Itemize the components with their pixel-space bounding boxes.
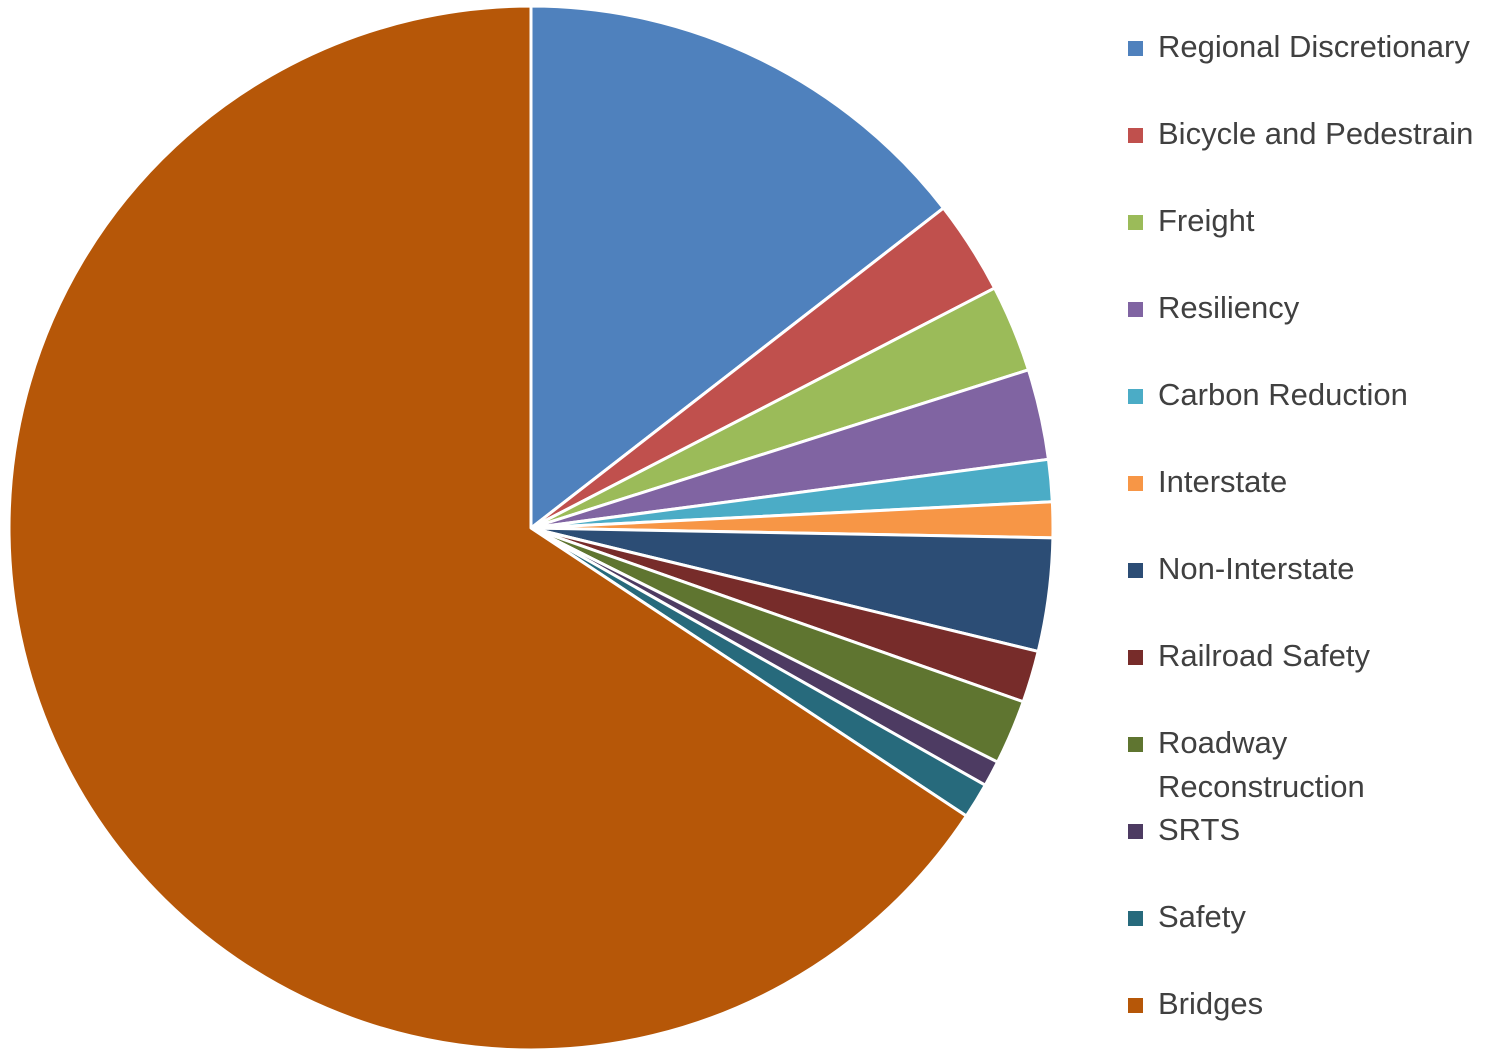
- legend-swatch: [1128, 563, 1143, 578]
- legend-item-safety: Safety: [1128, 895, 1488, 939]
- legend-label: Non-Interstate: [1158, 551, 1355, 586]
- legend-item-interstate: Interstate: [1128, 460, 1488, 504]
- legend-item-non-interstate: Non-Interstate: [1128, 547, 1488, 591]
- legend-swatch: [1128, 998, 1143, 1013]
- legend-label: Safety: [1158, 899, 1246, 934]
- legend-swatch: [1128, 911, 1143, 926]
- legend-swatch: [1128, 128, 1143, 143]
- legend-label: Railroad Safety: [1158, 638, 1370, 673]
- legend-label: Interstate: [1158, 464, 1288, 499]
- legend-item-railroad-safety: Railroad Safety: [1128, 634, 1488, 678]
- pie-chart: [7, 4, 1055, 1051]
- legend-item-bicycle-and-pedestrain: Bicycle and Pedestrain: [1128, 112, 1488, 156]
- legend-label: Regional Discretionary: [1158, 29, 1470, 64]
- legend-label: Bicycle and Pedestrain: [1158, 116, 1474, 151]
- pie-slice-bridges: [7, 4, 968, 1051]
- legend-swatch: [1128, 650, 1143, 665]
- legend-swatch: [1128, 41, 1143, 56]
- legend-swatch: [1128, 737, 1143, 752]
- legend-item-carbon-reduction: Carbon Reduction: [1128, 373, 1488, 417]
- legend-swatch: [1128, 302, 1143, 317]
- legend-swatch: [1128, 389, 1143, 404]
- legend-item-srts: SRTS: [1128, 808, 1488, 852]
- legend-label: Bridges: [1158, 986, 1264, 1021]
- legend-swatch: [1128, 476, 1143, 491]
- legend-label: SRTS: [1158, 812, 1241, 847]
- legend-item-roadway-reconstruction: Roadway Reconstruction: [1128, 721, 1408, 809]
- legend-label: Resiliency: [1158, 290, 1300, 325]
- legend-label: Roadway Reconstruction: [1158, 725, 1365, 804]
- legend-label: Freight: [1158, 203, 1255, 238]
- legend-swatch: [1128, 215, 1143, 230]
- pie-slice-regional-discretionary: [529, 4, 945, 530]
- legend-item-resiliency: Resiliency: [1128, 286, 1488, 330]
- legend-swatch: [1128, 824, 1143, 839]
- legend-label: Carbon Reduction: [1158, 377, 1408, 412]
- legend-item-regional-discretionary: Regional Discretionary: [1128, 25, 1488, 69]
- legend-item-freight: Freight: [1128, 199, 1488, 243]
- pie-slices: [7, 4, 1055, 1051]
- legend-item-bridges: Bridges: [1128, 982, 1488, 1026]
